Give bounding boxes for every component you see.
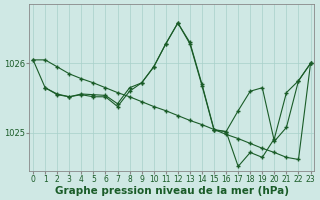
X-axis label: Graphe pression niveau de la mer (hPa): Graphe pression niveau de la mer (hPa)	[55, 186, 289, 196]
